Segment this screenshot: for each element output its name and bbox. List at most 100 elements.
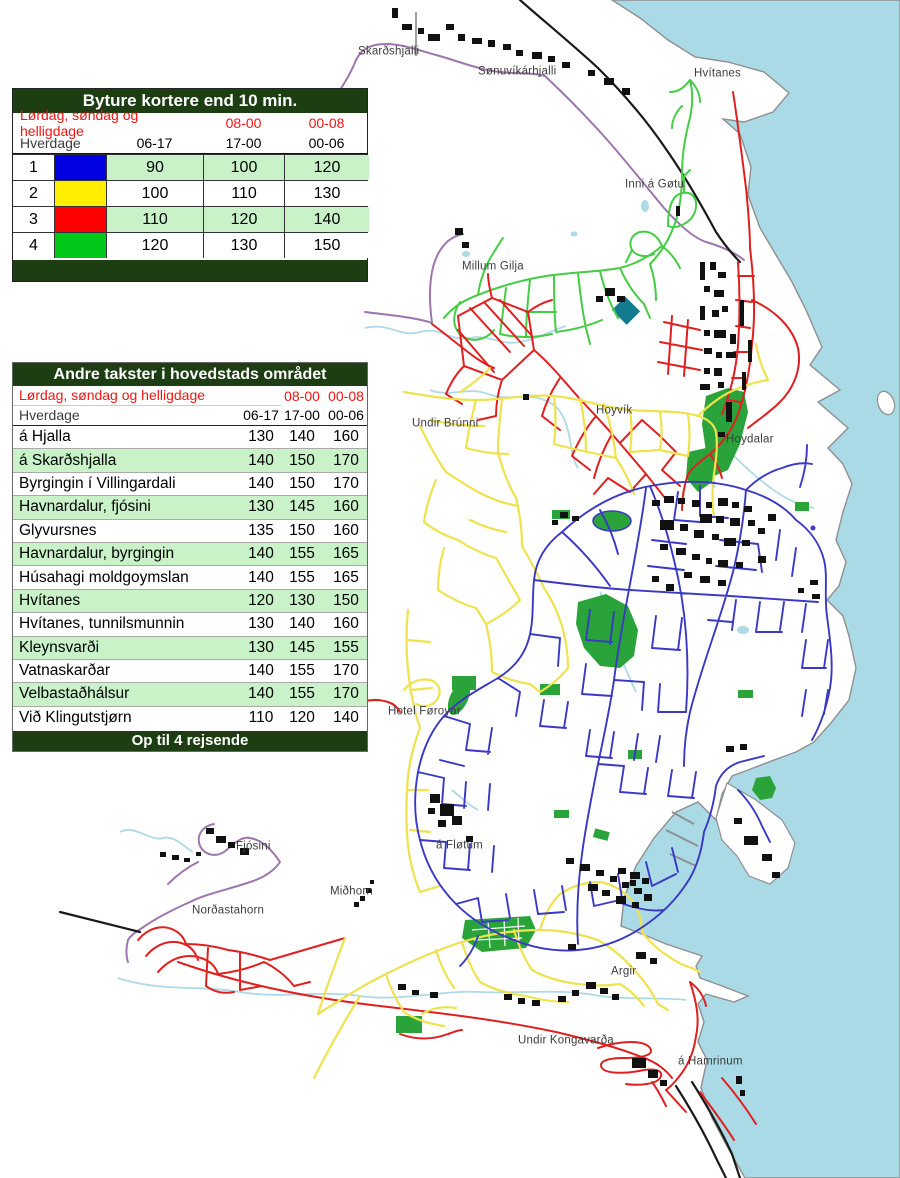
weekday-time-col-3: 00-06 xyxy=(308,135,345,151)
area-fare-table: Andre takster i hovedstads området Lørda… xyxy=(12,362,368,752)
destination-fare-row: Hvítanes 120 130 150 xyxy=(13,588,367,613)
fare-value: 140 xyxy=(248,451,274,469)
fare-value: 120 xyxy=(284,155,369,180)
fare-value: 130 xyxy=(248,615,274,633)
area-table-body: á Hjalla 130 140 160 á Skarðshjalla 140 150 170… xyxy=(13,426,367,730)
fare-value: 140 xyxy=(248,545,274,563)
weekday-time-col-3: 00-06 xyxy=(328,407,364,423)
destination-fare-row: Havnardalur, byrgingin 140 155 165 xyxy=(13,541,367,566)
destination-name: Byrgingin í Villingardali xyxy=(19,474,176,492)
weekend-header-label: Lørdag, søndag og helligdage xyxy=(20,107,139,139)
weekday-time-col-2: 17-00 xyxy=(225,135,262,151)
destination-fare-row: Byrgingin í Villingardali 140 150 170 xyxy=(13,471,367,496)
destination-fare-row: á Skarðshjalla 140 150 170 xyxy=(13,448,367,472)
fare-value: 130 xyxy=(284,181,369,206)
fare-value: 140 xyxy=(248,685,274,703)
area-table-header: Lørdag, søndag og helligdage 08-00 00-08… xyxy=(13,386,367,426)
fare-value: 130 xyxy=(248,498,274,516)
weekend-time-col-2: 00-08 xyxy=(328,387,364,404)
fare-value: 120 xyxy=(289,708,315,726)
fare-value: 150 xyxy=(289,521,315,539)
swimming-pool xyxy=(611,296,641,325)
fare-value: 170 xyxy=(333,685,359,703)
harbour-pier xyxy=(715,782,796,885)
destination-name: Við Klingutstjørn xyxy=(19,708,132,726)
zone-color-swatch xyxy=(54,181,106,206)
zone-number: 3 xyxy=(29,210,38,228)
fare-value: 150 xyxy=(284,233,369,258)
destination-name: Havnardalur, fjósini xyxy=(19,498,151,516)
zone-fare-row: 3 110 120 140 xyxy=(13,206,369,232)
destination-fare-row: Húsahagi moldgoymslan 140 155 165 xyxy=(13,565,367,589)
fare-value: 140 xyxy=(248,662,274,680)
fare-value: 150 xyxy=(333,591,359,609)
ponds xyxy=(462,200,749,634)
roads-green xyxy=(443,79,701,345)
fare-value: 110 xyxy=(248,708,274,726)
fare-value: 90 xyxy=(106,155,203,180)
fare-value: 155 xyxy=(289,662,315,680)
fare-value: 145 xyxy=(289,638,315,656)
destination-fare-row: Havnardalur, fjósini 130 145 160 xyxy=(13,495,367,519)
fare-value: 165 xyxy=(333,568,359,586)
fare-value: 120 xyxy=(203,207,284,232)
weekend-time-col-2: 00-08 xyxy=(308,115,345,131)
destination-fare-row: Kleynsvarði 130 145 155 xyxy=(13,635,367,659)
zone-color-swatch xyxy=(54,207,106,232)
destination-fare-row: Við Klingutstjørn 110 120 140 xyxy=(13,705,367,730)
zone-fare-row: 1 90 100 120 xyxy=(13,154,369,180)
weekend-time-col-1: 08-00 xyxy=(284,387,320,404)
destination-name: Vatnaskarðar xyxy=(19,662,111,680)
zone-number: 2 xyxy=(29,184,38,202)
destination-name: Húsahagi moldgoymslan xyxy=(19,568,189,586)
destination-name: Glyvursnes xyxy=(19,521,97,539)
zone-fare-row: 2 100 110 130 xyxy=(13,180,369,206)
fare-value: 155 xyxy=(289,685,315,703)
fare-value: 140 xyxy=(248,568,274,586)
fare-value: 135 xyxy=(248,521,274,539)
fare-value: 160 xyxy=(333,428,359,446)
zone-color-swatch xyxy=(54,155,106,180)
fare-value: 100 xyxy=(106,181,203,206)
weekday-time-col-2: 17-00 xyxy=(284,407,320,423)
area-table-footer: Op til 4 rejsende xyxy=(13,729,367,751)
weekday-time-col-1: 06-17 xyxy=(243,407,279,423)
short-trips-table-footer xyxy=(13,258,367,281)
sea-water xyxy=(610,0,900,1178)
fare-value: 165 xyxy=(333,545,359,563)
fare-value: 160 xyxy=(333,521,359,539)
destination-fare-row: Hvítanes, tunnilsmunnin 130 140 160 xyxy=(13,612,367,636)
fare-value: 130 xyxy=(203,233,284,258)
destination-name: á Hjalla xyxy=(19,428,71,446)
fare-value: 145 xyxy=(289,498,315,516)
destination-name: Hvítanes, tunnilsmunnin xyxy=(19,615,185,633)
fare-value: 140 xyxy=(333,708,359,726)
roads-black xyxy=(58,0,742,1178)
zone-fare-row: 4 120 130 150 xyxy=(13,232,369,258)
fare-value: 140 xyxy=(248,474,274,492)
fare-value: 160 xyxy=(333,498,359,516)
roundabout-dot xyxy=(810,525,816,531)
fare-value: 110 xyxy=(203,181,284,206)
short-trips-table-body: 1 90 100 120 2 100 110 130 3 110 120 140 4 120 130 150 xyxy=(13,154,369,258)
roads-purple xyxy=(125,42,745,963)
fare-value: 110 xyxy=(106,207,203,232)
fare-value: 130 xyxy=(289,591,315,609)
fare-value: 130 xyxy=(248,428,274,446)
destination-name: Velbastaðhálsur xyxy=(19,685,130,703)
fare-value: 150 xyxy=(289,451,315,469)
destination-name: Kleynsvarði xyxy=(19,638,100,656)
fare-value: 170 xyxy=(333,662,359,680)
destination-fare-row: Velbastaðhálsur 140 155 170 xyxy=(13,682,367,706)
destination-fare-row: Vatnaskarðar 140 155 170 xyxy=(13,658,367,683)
zone-number: 4 xyxy=(29,236,38,254)
fare-value: 170 xyxy=(333,451,359,469)
fare-value: 155 xyxy=(289,568,315,586)
fare-value: 120 xyxy=(248,591,274,609)
weekend-time-col-1: 08-00 xyxy=(225,115,262,131)
destination-name: Havnardalur, byrgingin xyxy=(19,545,175,563)
fare-value: 140 xyxy=(289,428,315,446)
area-table-title: Andre takster i hovedstads området xyxy=(13,363,367,386)
